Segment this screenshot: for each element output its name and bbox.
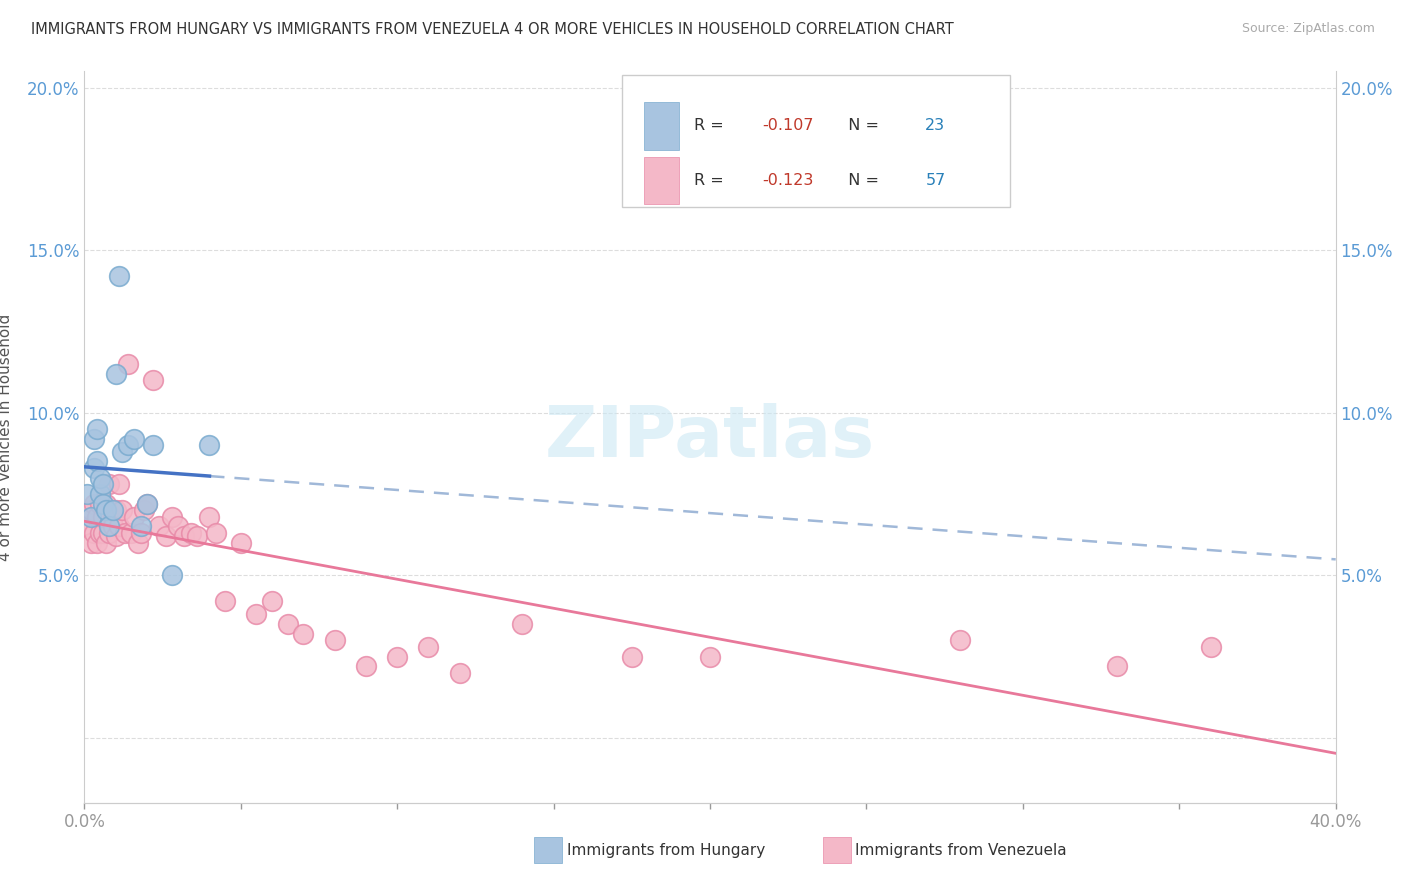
Point bbox=[245, 607, 267, 622]
Point bbox=[124, 432, 146, 446]
Point bbox=[136, 497, 159, 511]
Text: R =: R = bbox=[693, 119, 728, 134]
Point bbox=[91, 526, 114, 541]
Point bbox=[101, 509, 124, 524]
Point bbox=[142, 438, 165, 452]
Point bbox=[512, 617, 534, 632]
Point bbox=[101, 519, 124, 533]
Point bbox=[86, 422, 108, 436]
Point bbox=[79, 509, 101, 524]
Point bbox=[83, 526, 105, 541]
Point bbox=[104, 367, 127, 381]
Point bbox=[160, 568, 183, 582]
Point bbox=[160, 509, 183, 524]
Point bbox=[83, 432, 105, 446]
Point bbox=[204, 526, 226, 541]
Point bbox=[107, 269, 129, 284]
Point bbox=[173, 529, 195, 543]
Point bbox=[111, 503, 134, 517]
Point bbox=[198, 509, 221, 524]
Text: IMMIGRANTS FROM HUNGARY VS IMMIGRANTS FROM VENEZUELA 4 OR MORE VEHICLES IN HOUSE: IMMIGRANTS FROM HUNGARY VS IMMIGRANTS FR… bbox=[31, 22, 953, 37]
Point bbox=[96, 535, 118, 549]
Point bbox=[117, 438, 139, 452]
Point bbox=[186, 529, 208, 543]
Point bbox=[91, 497, 114, 511]
Y-axis label: 4 or more Vehicles in Household: 4 or more Vehicles in Household bbox=[0, 313, 13, 561]
Point bbox=[262, 594, 284, 608]
Point bbox=[449, 665, 471, 680]
Text: N =: N = bbox=[838, 119, 884, 134]
Text: Source: ZipAtlas.com: Source: ZipAtlas.com bbox=[1241, 22, 1375, 36]
Point bbox=[323, 633, 346, 648]
Point bbox=[83, 497, 105, 511]
Text: ZIPatlas: ZIPatlas bbox=[546, 402, 875, 472]
Point bbox=[114, 526, 136, 541]
Point bbox=[76, 487, 98, 501]
Point bbox=[620, 649, 643, 664]
Point bbox=[89, 471, 111, 485]
Point bbox=[292, 626, 315, 640]
Point bbox=[167, 519, 190, 533]
Point bbox=[699, 649, 721, 664]
Point bbox=[89, 497, 111, 511]
Text: R =: R = bbox=[693, 173, 728, 188]
Point bbox=[418, 640, 440, 654]
Point bbox=[79, 535, 101, 549]
Point bbox=[86, 454, 108, 468]
Point bbox=[277, 617, 299, 632]
Point bbox=[83, 461, 105, 475]
FancyBboxPatch shape bbox=[644, 157, 679, 204]
Point bbox=[132, 503, 155, 517]
Point bbox=[101, 503, 124, 517]
Point bbox=[107, 519, 129, 533]
Point bbox=[79, 503, 101, 517]
Point bbox=[198, 438, 221, 452]
Text: 57: 57 bbox=[925, 173, 945, 188]
Point bbox=[949, 633, 972, 648]
Text: -0.123: -0.123 bbox=[762, 173, 814, 188]
Point bbox=[98, 519, 121, 533]
Point bbox=[104, 503, 127, 517]
Point bbox=[354, 659, 377, 673]
Point bbox=[96, 503, 118, 517]
Point bbox=[129, 519, 152, 533]
Text: -0.107: -0.107 bbox=[762, 119, 814, 134]
FancyBboxPatch shape bbox=[623, 75, 1011, 207]
Point bbox=[117, 357, 139, 371]
Point bbox=[96, 497, 118, 511]
Point bbox=[385, 649, 409, 664]
Point bbox=[229, 535, 252, 549]
Point bbox=[129, 526, 152, 541]
Point bbox=[124, 509, 146, 524]
Point bbox=[214, 594, 236, 608]
Text: Immigrants from Venezuela: Immigrants from Venezuela bbox=[855, 843, 1067, 857]
Text: N =: N = bbox=[838, 173, 884, 188]
Text: 23: 23 bbox=[925, 119, 945, 134]
Point bbox=[91, 509, 114, 524]
FancyBboxPatch shape bbox=[644, 103, 679, 150]
Point bbox=[111, 444, 134, 458]
Point bbox=[1105, 659, 1128, 673]
Point bbox=[180, 526, 202, 541]
Point bbox=[86, 535, 108, 549]
Point bbox=[98, 526, 121, 541]
Point bbox=[136, 497, 159, 511]
Point bbox=[155, 529, 177, 543]
Point bbox=[148, 519, 170, 533]
Point bbox=[142, 373, 165, 387]
Point bbox=[89, 487, 111, 501]
Point bbox=[91, 477, 114, 491]
Point bbox=[76, 519, 98, 533]
Text: Immigrants from Hungary: Immigrants from Hungary bbox=[567, 843, 765, 857]
Point bbox=[127, 535, 149, 549]
Point bbox=[1199, 640, 1222, 654]
Point bbox=[86, 509, 108, 524]
Point bbox=[107, 477, 129, 491]
Point bbox=[98, 477, 121, 491]
Point bbox=[89, 526, 111, 541]
Point bbox=[104, 529, 127, 543]
Point bbox=[120, 526, 142, 541]
